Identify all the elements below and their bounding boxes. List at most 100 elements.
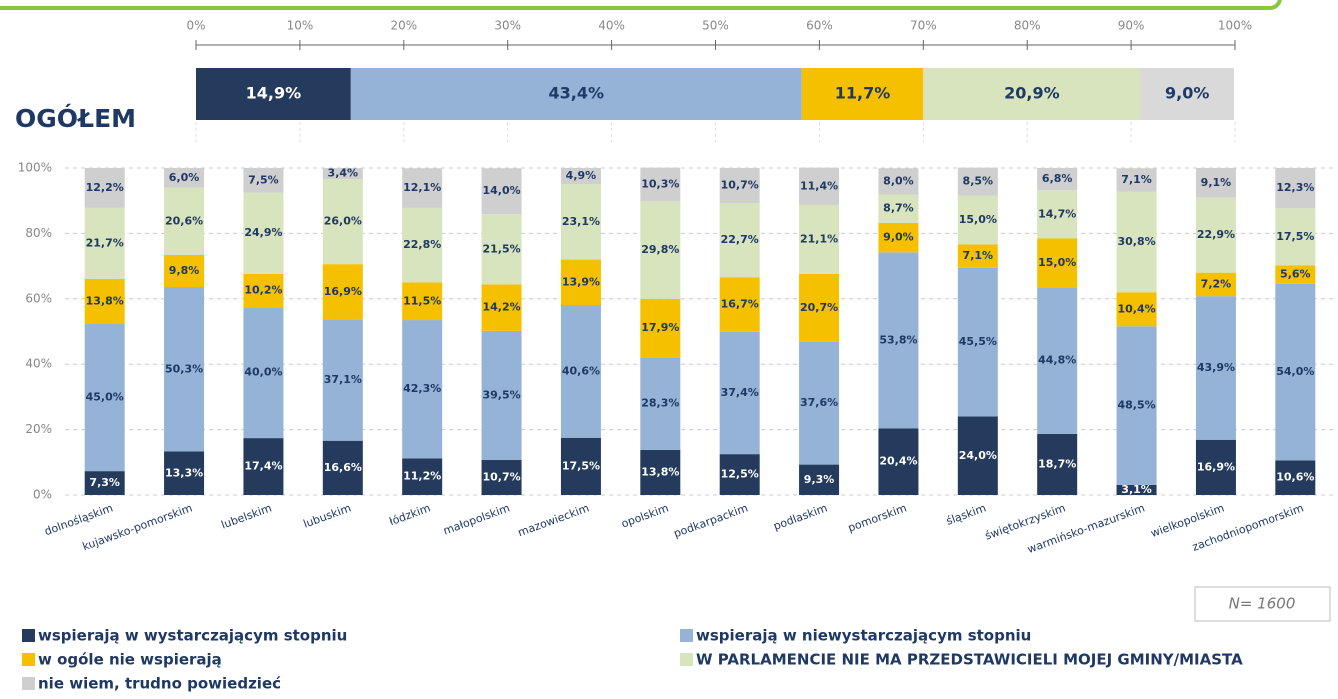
x-tick-label: pomorskim <box>846 501 908 534</box>
bar-segment <box>402 282 443 321</box>
bar-segment <box>878 252 919 429</box>
bar-segment <box>923 68 1141 120</box>
y-tick-label: 20% <box>25 422 52 436</box>
bar-segment <box>243 192 284 274</box>
value-label: 14,9% <box>246 84 302 103</box>
value-label: 7,1% <box>1121 173 1152 186</box>
bar-segment <box>1116 326 1157 485</box>
x-tick-label: lubelskim <box>220 501 274 531</box>
legend-swatch <box>22 653 35 666</box>
bar-segment <box>799 464 840 495</box>
annotation-box <box>1194 586 1331 622</box>
value-label: 6,0% <box>169 171 200 184</box>
bar-segment <box>1116 168 1157 192</box>
y-tick-label: 100% <box>18 161 52 175</box>
value-label: 14,0% <box>482 184 520 197</box>
value-label: 15,0% <box>1038 256 1076 269</box>
value-label: 11,2% <box>403 470 441 483</box>
bar-segment <box>481 168 522 215</box>
bar-segment <box>957 416 998 495</box>
value-label: 13,8% <box>641 465 679 478</box>
value-label: 22,7% <box>721 233 759 246</box>
value-label: 12,5% <box>721 468 759 481</box>
x-tick-label: opolskim <box>620 501 671 530</box>
value-label: 6,8% <box>1042 172 1073 185</box>
header-frame <box>0 0 1282 10</box>
value-label: 12,2% <box>86 181 124 194</box>
bar-segment <box>878 222 919 253</box>
value-label: 45,5% <box>959 335 997 348</box>
value-label: 54,0% <box>1276 365 1314 378</box>
value-label: 8,7% <box>883 202 914 215</box>
bar-segment <box>1195 272 1236 297</box>
bar-segment <box>84 471 125 495</box>
bar-segment <box>957 167 998 196</box>
bar-segment <box>799 341 840 465</box>
value-label: 17,5% <box>562 459 600 472</box>
value-label: 16,9% <box>1197 460 1235 473</box>
value-label: 44,8% <box>1038 354 1076 367</box>
bar-segment <box>560 305 601 438</box>
x-tick-label: 90% <box>1118 19 1145 33</box>
value-label: 13,8% <box>86 294 124 307</box>
value-label: 8,0% <box>883 174 914 187</box>
value-label: 9,0% <box>1165 84 1209 103</box>
value-label: 42,3% <box>403 382 441 395</box>
bar-segment <box>164 254 205 288</box>
value-label: 10,6% <box>1276 471 1314 484</box>
bar-segment <box>164 451 205 495</box>
x-tick-label: 70% <box>910 19 937 33</box>
bar-segment <box>481 330 522 461</box>
value-label: 16,9% <box>324 285 362 298</box>
value-label: 16,7% <box>721 298 759 311</box>
bar-segment <box>1116 292 1157 327</box>
bar-segment <box>1037 238 1078 288</box>
x-tick-label: 0% <box>186 19 205 33</box>
value-label: 43,4% <box>549 84 605 103</box>
bar-segment <box>1116 484 1157 495</box>
value-label: 9,0% <box>883 231 914 244</box>
x-tick-label: 40% <box>598 19 625 33</box>
value-label: 22,8% <box>403 238 441 251</box>
bar-segment <box>640 201 681 299</box>
value-label: 23,1% <box>562 215 600 228</box>
x-tick-label: 60% <box>806 19 833 33</box>
y-tick-label: 60% <box>25 291 52 305</box>
value-label: 20,4% <box>879 455 917 468</box>
x-tick-label: 30% <box>494 19 521 33</box>
y-tick-label: 80% <box>25 226 52 240</box>
legend-label: nie wiem, trudno powiedzieć <box>38 675 281 693</box>
value-label: 28,3% <box>641 397 679 410</box>
bar-segment <box>196 68 351 120</box>
bar-segment <box>1037 433 1078 495</box>
value-label: 9,8% <box>169 264 200 277</box>
value-label: 22,9% <box>1197 228 1235 241</box>
legend-label: w ogóle nie wspierają <box>38 651 222 669</box>
value-label: 43,9% <box>1197 361 1235 374</box>
value-label: 39,5% <box>482 388 520 401</box>
bar-segment <box>402 458 443 495</box>
bar-segment <box>243 168 284 193</box>
bar-segment <box>1275 265 1316 284</box>
bar-segment <box>719 454 760 495</box>
value-label: 18,7% <box>1038 457 1076 470</box>
bar-segment <box>560 259 601 306</box>
x-tick-label: śląskim <box>945 501 988 527</box>
legend-swatch <box>680 629 693 642</box>
bar-segment <box>560 184 601 260</box>
value-label: 17,9% <box>641 321 679 334</box>
bar-segment <box>84 168 125 208</box>
bar-segment <box>878 168 919 195</box>
bar-segment <box>719 331 760 455</box>
legend-swatch <box>22 677 35 690</box>
bar-segment <box>164 168 205 188</box>
value-label: 26,0% <box>324 215 362 228</box>
value-label: 40,0% <box>244 366 282 379</box>
value-label: 3,1% <box>1121 483 1152 496</box>
value-label: 13,3% <box>165 466 203 479</box>
legend-swatch <box>680 653 693 666</box>
bar-segment <box>164 287 205 452</box>
bar-segment <box>1140 68 1234 120</box>
category-label: OGÓŁEM <box>15 103 136 133</box>
value-label: 3,4% <box>328 167 359 180</box>
